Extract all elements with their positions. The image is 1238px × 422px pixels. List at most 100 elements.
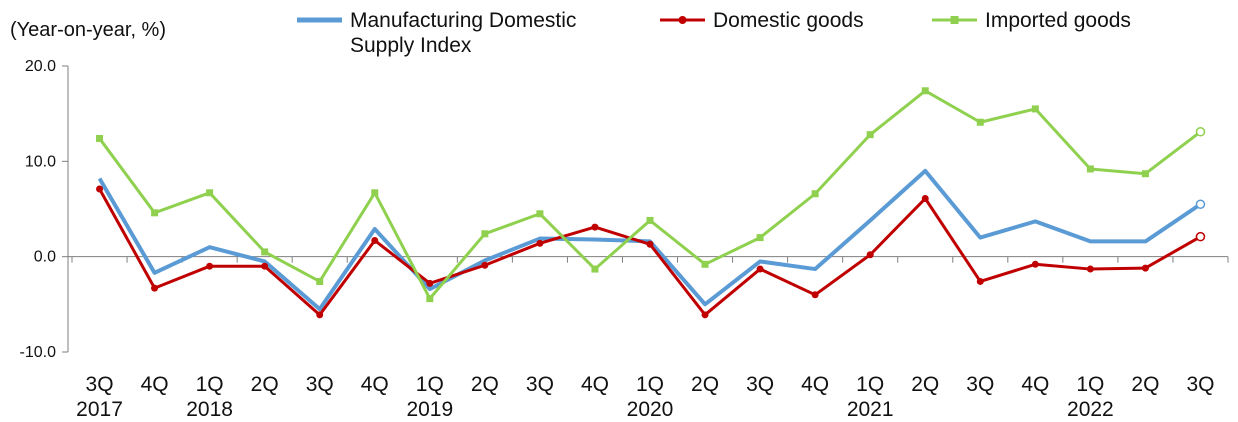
x-tick-label: 3Q: [966, 373, 994, 396]
legend-item: Imported goods: [932, 9, 1131, 32]
legend-label: Domestic goods: [713, 9, 864, 32]
y-unit-label: (Year-on-year, %): [10, 19, 166, 41]
legend: Manufacturing Domestic Supply Index Domest…: [297, 9, 1131, 57]
data-point: [701, 260, 709, 268]
data-point: [701, 311, 709, 319]
x-tick-label: 4Q: [141, 373, 169, 396]
x-tick-label-line: 2018: [186, 398, 233, 421]
data-point: [811, 190, 819, 198]
data-point-open: [1195, 199, 1206, 209]
data-point: [481, 261, 489, 269]
x-tick-label-line: 2Q: [1131, 373, 1159, 396]
x-tick-label: 4Q: [361, 373, 389, 396]
data-point: [756, 265, 764, 273]
legend-item: Domestic goods: [660, 9, 864, 32]
x-tick-label-line: 2Q: [251, 373, 279, 396]
legend-label-line: Manufacturing Domestic: [350, 9, 576, 32]
x-tick-label: 2Q: [911, 373, 939, 396]
data-point: [536, 239, 544, 247]
x-tick-label-line: 2Q: [471, 373, 499, 396]
data-point: [206, 262, 214, 270]
data-point: [1141, 170, 1149, 178]
x-tick-label-line: 1Q: [1076, 373, 1104, 396]
y-tick-label: 0.0: [34, 249, 56, 266]
data-point: [1031, 260, 1039, 268]
data-point: [866, 131, 874, 139]
y-axis: 20.0 10.0 0.0 -10.0: [20, 58, 69, 361]
x-tick-label-line: 1Q: [416, 373, 444, 396]
data-point: [1031, 105, 1039, 113]
data-point: [976, 118, 984, 126]
x-tick-label-line: 3Q: [86, 373, 114, 396]
x-tick-label: 1Q 2021: [847, 373, 894, 421]
data-point: [811, 291, 819, 299]
data-point: [1141, 264, 1149, 272]
data-point: [371, 189, 379, 197]
x-tick-label-line: 4Q: [1021, 373, 1049, 396]
y-tick-label: -10.0: [20, 344, 57, 361]
x-tick-label: 2Q: [1131, 373, 1159, 396]
legend-label-line: Supply Index: [350, 34, 472, 57]
x-tick-label: 3Q 2017: [76, 373, 123, 421]
data-point: [1086, 165, 1094, 173]
x-tick-label: 1Q 2019: [406, 373, 453, 421]
data-point: [206, 189, 214, 197]
legend-item: Manufacturing Domestic Supply Index: [297, 9, 576, 57]
legend-label: Manufacturing Domestic Supply Index: [350, 9, 576, 57]
x-tick-label: 2Q: [251, 373, 279, 396]
x-tick-label: 4Q: [581, 373, 609, 396]
data-point-open: [1195, 127, 1206, 137]
x-tick-label-line: 2022: [1067, 398, 1114, 421]
x-tick-label-line: 4Q: [581, 373, 609, 396]
data-point: [646, 240, 654, 248]
data-point: [976, 277, 984, 285]
x-tick-label-line: 4Q: [141, 373, 169, 396]
data-point: [426, 279, 434, 287]
x-tick-label: 4Q: [801, 373, 829, 396]
legend-marker: [950, 16, 959, 24]
data-point: [591, 265, 599, 273]
x-tick-label: 2Q: [471, 373, 499, 396]
series-domestic-goods: [96, 185, 1206, 319]
x-tick-label-line: 2019: [406, 398, 453, 421]
data-point: [96, 185, 104, 193]
data-point: [481, 230, 489, 238]
legend-label-line: Imported goods: [985, 9, 1131, 32]
x-tick-label-line: 1Q: [196, 373, 224, 396]
x-tick-label-line: 3Q: [306, 373, 334, 396]
legend-marker: [678, 16, 687, 24]
x-tick-label-line: 1Q: [636, 373, 664, 396]
legend-label-line: Domestic goods: [713, 9, 864, 32]
x-tick-label-line: 2017: [76, 398, 123, 421]
data-point-open: [1195, 231, 1206, 242]
x-tick-label-line: 3Q: [746, 373, 774, 396]
x-tick-label-line: 2Q: [691, 373, 719, 396]
data-point: [921, 195, 929, 203]
y-tick-label: 20.0: [25, 58, 56, 75]
x-tick-label-line: 3Q: [526, 373, 554, 396]
data-point: [1086, 265, 1094, 273]
x-tick-label: 3Q: [746, 373, 774, 396]
data-point: [151, 284, 159, 292]
data-point: [261, 262, 269, 270]
x-tick-label-line: 1Q: [856, 373, 884, 396]
data-point: [96, 134, 104, 142]
legend-label: Imported goods: [985, 9, 1131, 32]
data-point: [261, 248, 269, 256]
x-tick-label-line: 4Q: [801, 373, 829, 396]
x-tick-label: 3Q: [1186, 373, 1214, 396]
data-point: [591, 223, 599, 231]
x-tick-label: 2Q: [691, 373, 719, 396]
data-point: [921, 87, 929, 95]
x-tick-label: 4Q: [1021, 373, 1049, 396]
x-tick-label-line: 3Q: [966, 373, 994, 396]
data-point: [316, 277, 324, 285]
x-tick-label: 3Q: [526, 373, 554, 396]
data-point: [536, 210, 544, 218]
series-layer: [96, 87, 1206, 319]
data-point: [756, 234, 764, 242]
data-point: [371, 236, 379, 244]
data-point: [866, 251, 874, 259]
